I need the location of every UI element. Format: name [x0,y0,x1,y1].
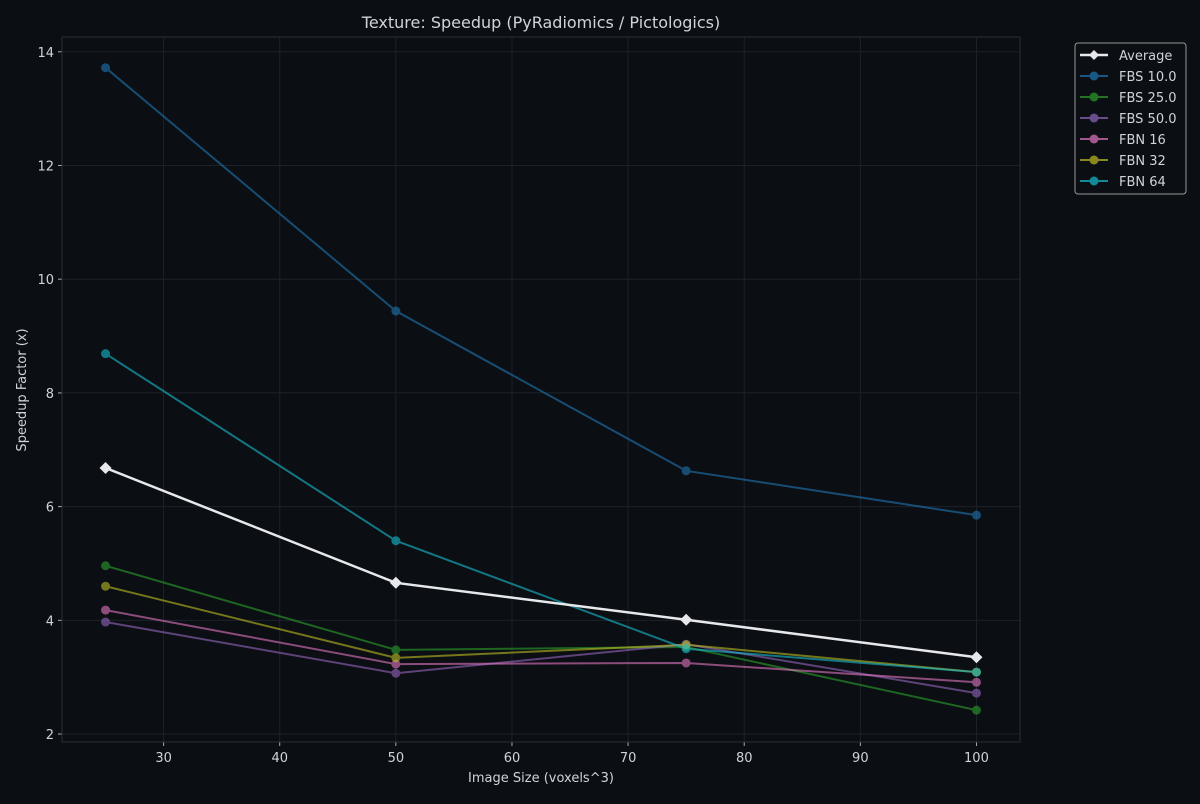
data-point [391,653,401,663]
x-tick-label: 30 [155,751,172,766]
chart-title: Texture: Speedup (PyRadiomics / Pictolog… [361,13,720,32]
data-point [970,651,983,664]
legend-item: FBN 32 [1080,154,1166,169]
data-point [971,705,981,715]
series-fbn-64 [101,349,981,677]
series-line [104,66,977,517]
y-tick-label: 2 [46,728,54,743]
legend-label: FBS 50.0 [1119,112,1177,127]
legend-item: Average [1080,49,1172,64]
data-point [391,659,401,669]
data-point [99,461,112,474]
data-point [391,668,401,678]
legend-item: FBS 25.0 [1080,91,1177,106]
y-tick-label: 8 [46,387,54,402]
data-point [681,658,691,668]
legend-label: Average [1119,49,1172,64]
legend-swatch [1080,176,1108,186]
legend-swatch [1080,155,1108,165]
legend-label: FBN 32 [1119,154,1166,169]
data-point [971,510,981,520]
data-point [101,349,111,359]
data-point [101,63,111,73]
legend-label: FBS 10.0 [1119,70,1177,85]
data-point [971,667,981,677]
x-tick-label: 80 [736,751,753,766]
data-point [680,613,693,626]
y-tick-label: 14 [37,46,54,61]
series-line [105,564,977,712]
series-fbs-25-0 [101,561,981,715]
data-point [391,536,401,546]
legend-item: FBS 50.0 [1080,112,1177,127]
legend-frame [1074,42,1187,195]
series-fbn-16 [101,605,981,687]
legend-label: FBS 25.0 [1119,91,1177,106]
data-point [971,688,981,698]
data-point [971,677,981,687]
data-point [391,645,401,655]
data-point [101,581,111,591]
data-point [391,306,401,316]
legend-label: FBN 64 [1119,175,1166,190]
x-tick-label: 70 [620,751,637,766]
data-point [681,644,691,654]
x-tick-label: 60 [504,751,521,766]
y-tick-label: 12 [37,159,54,174]
x-tick-label: 90 [852,751,869,766]
series-line [105,466,977,659]
series-fbs-10-0 [101,63,981,520]
series-line [105,585,977,674]
y-axis-label: Speedup Factor (x) [15,328,30,451]
data-point [101,605,111,615]
data-point [681,466,691,476]
x-tick-label: 100 [964,751,989,766]
legend-item: FBN 64 [1080,175,1166,190]
legend-label: FBN 16 [1119,133,1166,148]
y-tick-label: 10 [37,273,54,288]
x-tick-label: 40 [271,751,288,766]
data-point [101,561,111,571]
series-line [105,621,977,695]
data-point [389,576,402,589]
series-fbs-50-0 [101,617,981,698]
legend: Average FBS 10.0 FBS 25.0 FBS 50.0 FBN 16 FBN… [1074,42,1187,195]
legend-item: FBS 10.0 [1080,70,1177,85]
legend-item: FBN 16 [1080,133,1166,148]
y-tick-label: 4 [46,614,54,629]
x-axis-label: Image Size (voxels^3) [468,771,614,786]
series-line [105,609,977,684]
legend-swatch [1080,113,1108,123]
series-line [105,352,977,674]
y-tick-label: 6 [46,501,54,516]
plot-frame [61,36,1021,743]
legend-swatch [1080,134,1108,144]
data-point [101,617,111,627]
legend-swatch [1080,92,1108,102]
legend-swatch [1080,71,1108,81]
series-average [99,461,983,664]
legend-swatch [1080,50,1108,60]
x-tick-label: 50 [388,751,405,766]
